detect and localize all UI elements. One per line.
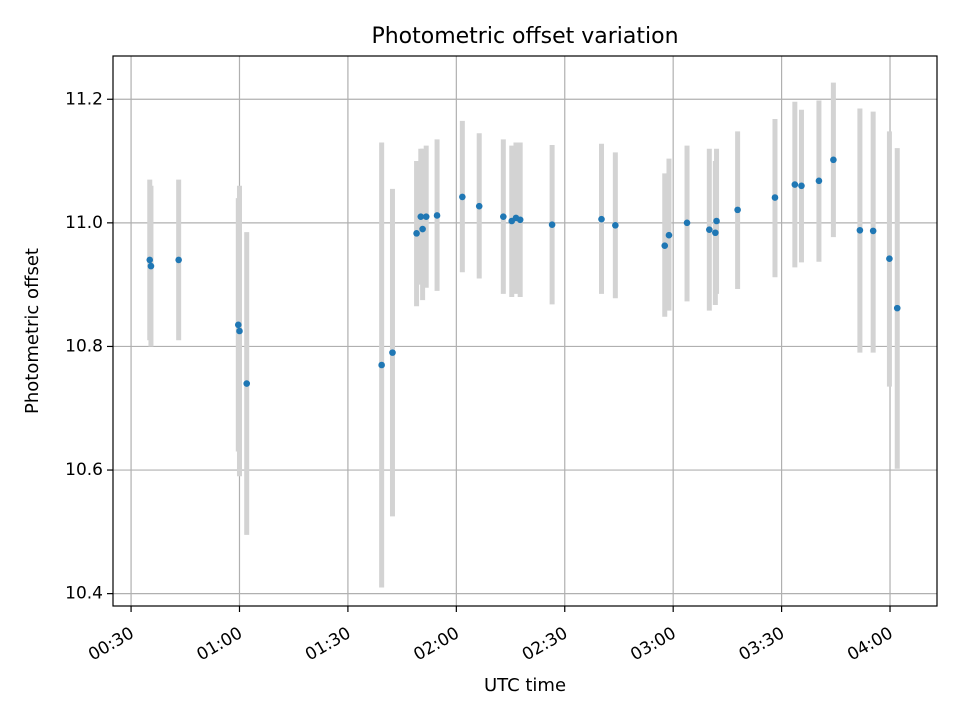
data-point — [417, 213, 425, 220]
data-point — [413, 230, 420, 237]
data-point — [146, 256, 154, 264]
data-point — [459, 193, 466, 201]
grid-lines — [113, 56, 937, 606]
y-tick-label: 11.2 — [65, 89, 103, 109]
data-point — [419, 225, 426, 233]
y-tick-label: 10.6 — [65, 460, 103, 480]
y-tick-label: 10.4 — [65, 584, 103, 604]
data-point — [548, 221, 556, 229]
data-point — [236, 327, 243, 335]
data-point — [665, 231, 673, 239]
data-points — [146, 156, 901, 387]
data-point — [422, 213, 430, 220]
data-point — [598, 215, 605, 223]
y-tick-label: 10.8 — [65, 336, 103, 356]
data-point — [712, 229, 719, 237]
data-point — [500, 213, 507, 220]
data-point — [475, 202, 483, 210]
y-axis-label: Photometric offset — [22, 248, 43, 414]
data-point — [886, 255, 893, 262]
data-point — [612, 222, 619, 229]
y-axis-ticks: 10.4 10.6 10.8 11.0 11.2 — [65, 89, 113, 604]
data-point — [433, 212, 441, 219]
data-point — [869, 227, 877, 235]
data-point — [243, 380, 251, 387]
data-point — [893, 304, 901, 312]
data-point — [713, 217, 720, 225]
data-point — [147, 262, 155, 270]
y-tick-label: 11.0 — [65, 213, 103, 233]
data-point — [175, 256, 182, 264]
data-point — [378, 361, 385, 369]
data-point — [234, 321, 242, 329]
data-point — [830, 156, 837, 164]
data-point — [798, 182, 805, 190]
x-axis-label: UTC time — [484, 675, 566, 696]
data-point — [516, 216, 524, 224]
data-point — [771, 194, 779, 201]
data-point — [389, 349, 396, 356]
data-point — [791, 181, 799, 188]
data-point — [683, 219, 691, 227]
data-point — [734, 206, 741, 214]
data-point — [706, 226, 713, 233]
chart-title: Photometric offset variation — [371, 24, 678, 49]
data-point — [661, 242, 669, 250]
data-point — [815, 177, 823, 185]
data-point — [856, 226, 864, 234]
plot-frame — [112, 55, 938, 607]
